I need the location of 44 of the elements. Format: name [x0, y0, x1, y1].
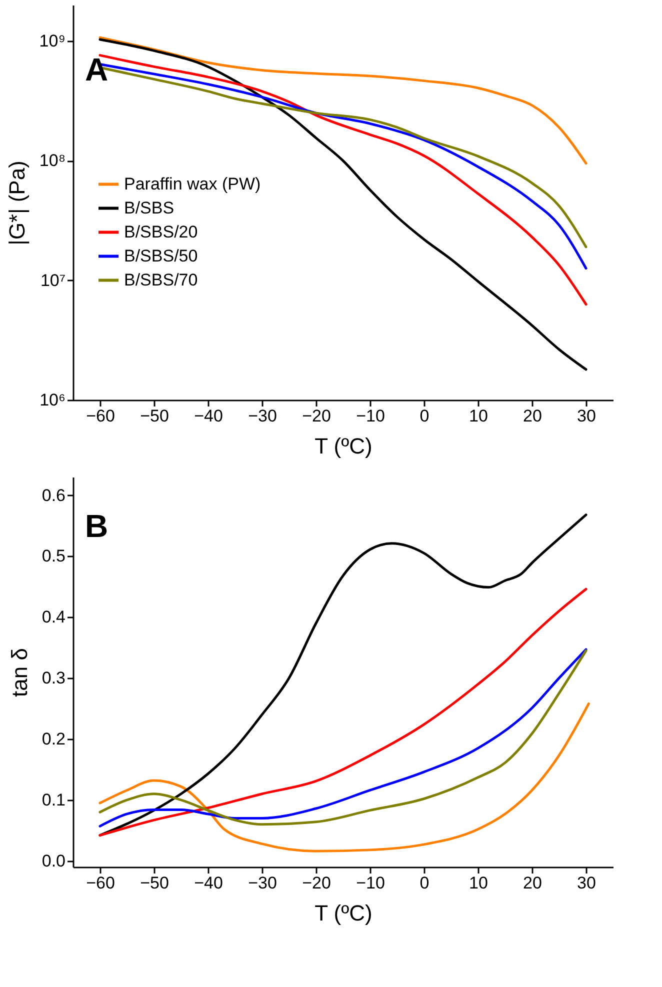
x-tick-label: 10	[469, 874, 488, 892]
line-series	[98, 588, 588, 837]
x-tick-label: −10	[356, 406, 385, 426]
y-tick-label: 0.4	[42, 608, 66, 627]
y-tick-label: 0.6	[42, 486, 66, 505]
x-tick-label: −50	[140, 874, 169, 892]
annotation: B	[85, 508, 108, 544]
x-tick-label: −10	[356, 874, 385, 892]
y-tick-label: 10⁶	[40, 390, 66, 410]
x-tick-label: 30	[577, 406, 596, 426]
legend-label: B/SBS	[124, 198, 174, 218]
x-tick-label: 0	[420, 406, 430, 426]
line-series	[98, 702, 590, 852]
legend-label: B/SBS/20	[124, 222, 198, 242]
x-tick-label: 20	[523, 874, 542, 892]
y-tick-label: 10⁷	[40, 270, 66, 290]
y-tick-label: 0.3	[42, 668, 66, 688]
x-tick-label: −60	[86, 406, 115, 426]
y-tick-label: 0.5	[42, 546, 66, 566]
x-axis-title: T (ºC)	[314, 434, 372, 458]
x-tick-label: 0	[420, 874, 430, 892]
y-tick-label: 0.0	[42, 851, 66, 870]
x-axis-title: T (ºC)	[314, 900, 372, 926]
x-tick-label: −50	[140, 406, 169, 426]
y-tick-label: 10⁸	[39, 151, 66, 170]
legend-label: Paraffin wax (PW)	[124, 174, 261, 194]
y-tick-label: 10⁹	[39, 32, 66, 51]
y-tick-label: 0.1	[42, 790, 66, 810]
y-axis-title: tan δ	[6, 648, 32, 697]
x-tick-label: 10	[469, 406, 488, 426]
x-tick-label: 30	[577, 874, 596, 892]
annotation: A	[85, 52, 108, 88]
x-tick-label: −30	[248, 406, 277, 426]
x-tick-label: −20	[302, 874, 331, 892]
x-tick-label: −40	[194, 874, 223, 892]
x-tick-label: −60	[86, 874, 115, 892]
y-tick-label: 0.2	[42, 730, 66, 749]
x-tick-label: −30	[248, 874, 277, 892]
x-tick-label: −40	[194, 406, 223, 426]
x-tick-label: −20	[302, 406, 331, 426]
x-tick-label: 20	[523, 406, 542, 426]
legend-label: B/SBS/70	[124, 270, 198, 290]
legend-label: B/SBS/50	[124, 246, 198, 266]
y-axis-title: |G*| (Pa)	[4, 160, 30, 246]
